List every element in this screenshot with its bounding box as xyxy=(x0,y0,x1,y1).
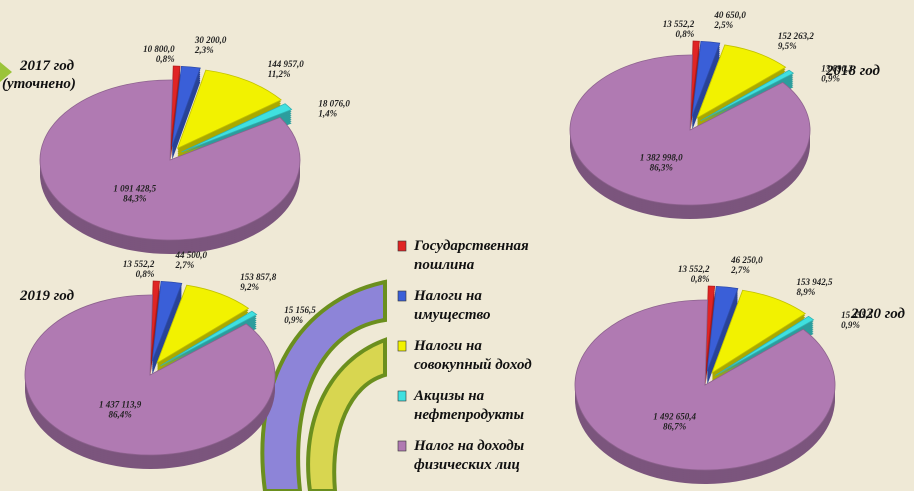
slide: 10 800,00,8%30 200,02,3%144 957,011,2%18… xyxy=(0,0,914,491)
share-label: 11,2% xyxy=(268,69,291,79)
value-label: 10 800,0 xyxy=(143,44,175,54)
share-label: 0,8% xyxy=(136,269,155,279)
share-label: 2,3% xyxy=(194,45,214,55)
legend-swatch xyxy=(398,441,406,451)
chart-title: 2018 год xyxy=(825,63,881,79)
chart-subtitle: (уточнено) xyxy=(2,76,76,92)
value-label: 144 957,0 xyxy=(268,59,305,69)
value-label: 13 552,2 xyxy=(663,19,695,29)
legend-label: нефтепродукты xyxy=(414,407,524,423)
share-label: 86,7% xyxy=(663,422,687,432)
value-label: 1 437 113,9 xyxy=(99,399,142,409)
legend-label: пошлина xyxy=(414,257,475,273)
share-label: 9,2% xyxy=(240,282,259,292)
legend-label: Акцизы на xyxy=(413,388,485,404)
share-label: 0,8% xyxy=(675,29,694,39)
value-label: 1 382 998,0 xyxy=(640,152,683,162)
value-label: 153 942,5 xyxy=(796,277,833,287)
legend-label: Налоги на xyxy=(413,338,482,354)
share-label: 86,3% xyxy=(650,162,674,172)
chart-title: 2020 год xyxy=(850,306,906,322)
chart-title: 2019 год xyxy=(19,288,75,304)
value-label: 13 552,2 xyxy=(123,259,155,269)
value-label: 18 076,0 xyxy=(318,99,350,109)
share-label: 86,4% xyxy=(109,409,133,419)
value-label: 13 552,2 xyxy=(678,264,710,274)
share-label: 0,8% xyxy=(156,54,175,64)
share-label: 2,5% xyxy=(713,20,733,30)
value-label: 46 250,0 xyxy=(730,255,763,265)
value-label: 44 500,0 xyxy=(174,250,207,260)
value-label: 153 857,8 xyxy=(240,272,277,282)
share-label: 9,5% xyxy=(778,41,797,51)
value-label: 30 200,0 xyxy=(194,35,227,45)
share-label: 1,4% xyxy=(318,109,337,119)
page: 10 800,00,8%30 200,02,3%144 957,011,2%18… xyxy=(0,0,914,491)
legend-label: совокупный доход xyxy=(414,357,532,373)
legend-label: Государственная xyxy=(413,238,529,254)
share-label: 8,9% xyxy=(796,287,815,297)
value-label: 152 263,2 xyxy=(778,31,815,41)
share-label: 0,8% xyxy=(691,274,710,284)
legend-swatch xyxy=(398,341,406,351)
value-label: 1 091 428,5 xyxy=(113,183,156,193)
legend-swatch xyxy=(398,241,406,251)
value-label: 1 492 650,4 xyxy=(653,412,696,422)
chart-title: 2017 год xyxy=(19,58,75,74)
legend-swatch xyxy=(398,391,406,401)
share-label: 2,7% xyxy=(730,265,750,275)
legend-label: имущество xyxy=(414,307,491,323)
value-label: 40 650,0 xyxy=(713,10,746,20)
share-label: 0,9% xyxy=(284,315,303,325)
legend-label: физических лиц xyxy=(414,457,520,473)
legend-label: Налог на доходы xyxy=(413,438,524,454)
share-label: 2,7% xyxy=(174,260,194,270)
share-label: 84,3% xyxy=(123,193,147,203)
legend-swatch xyxy=(398,291,406,301)
value-label: 15 156,5 xyxy=(284,305,316,315)
legend-label: Налоги на xyxy=(413,288,482,304)
